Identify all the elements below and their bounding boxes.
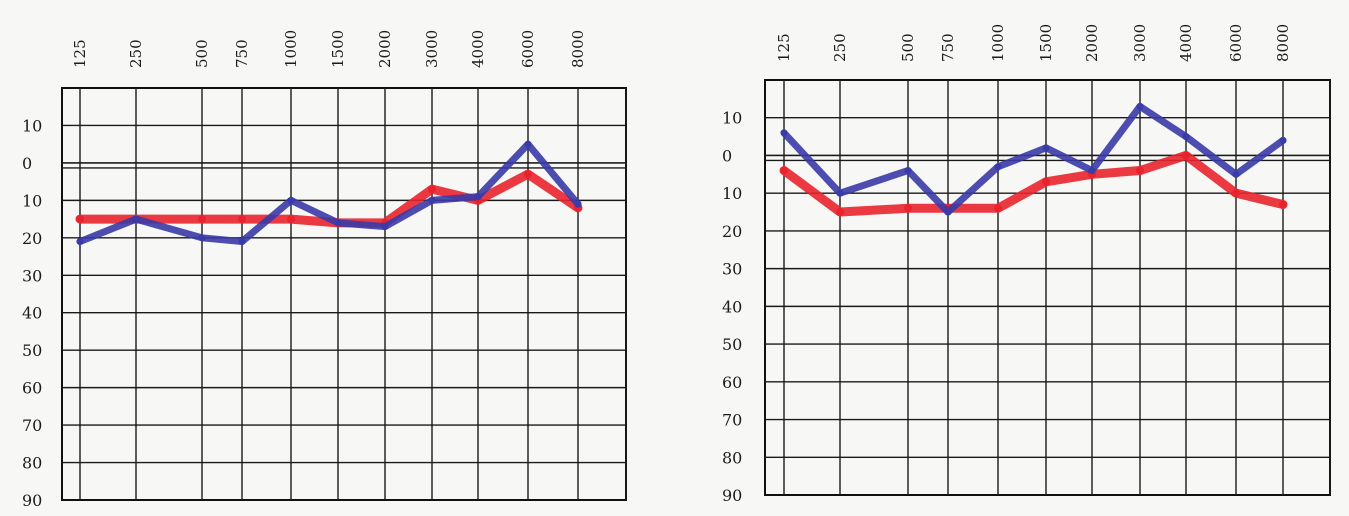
series-0-point — [836, 208, 844, 217]
series-0-point — [428, 185, 436, 194]
series-0-point — [904, 204, 912, 213]
x-tick-label: 4000 — [1177, 24, 1195, 62]
x-tick-label: 1500 — [329, 30, 347, 68]
series-1-point — [76, 238, 84, 246]
series-1-point — [904, 167, 912, 175]
series-1-point — [836, 189, 844, 197]
x-tick-label: 750 — [233, 39, 251, 68]
y-tick-label: 50 — [722, 335, 742, 354]
x-tick-label: 8000 — [569, 30, 587, 68]
x-tick-label: 3000 — [1131, 24, 1149, 62]
y-tick-label: 70 — [722, 411, 742, 430]
series-1-point — [474, 193, 482, 201]
series-0-point — [287, 215, 295, 224]
series-0-point — [1042, 177, 1050, 186]
series-0-point — [76, 215, 84, 224]
series-0-point — [1182, 151, 1190, 160]
series-1-point — [944, 208, 952, 216]
y-tick-label: 40 — [22, 304, 42, 323]
series-0-point — [1232, 189, 1240, 198]
y-tick-label: 0 — [722, 146, 732, 165]
series-1-point — [1279, 136, 1287, 144]
series-0-point — [994, 204, 1002, 213]
y-tick-label: 50 — [22, 341, 42, 360]
series-1-point — [1088, 167, 1096, 175]
series-1-point — [381, 223, 389, 231]
y-tick-label: 20 — [722, 222, 742, 241]
series-1-point — [524, 140, 532, 148]
x-tick-label: 250 — [127, 39, 145, 68]
y-tick-label: 30 — [722, 260, 742, 279]
series-1-point — [334, 219, 342, 227]
x-tick-label: 2000 — [376, 30, 394, 68]
y-tick-label: 60 — [722, 373, 742, 392]
series-1-point — [287, 196, 295, 204]
x-tick-label: 500 — [193, 39, 211, 68]
series-line-1 — [780, 102, 1287, 216]
x-tick-label: 8000 — [1274, 24, 1292, 62]
x-tick-label: 125 — [775, 33, 793, 62]
audiogram-right: 125 250 500 750 1000 1500 2000 3000 4000 6000 8000… — [722, 24, 1331, 505]
series-0-point — [1136, 166, 1144, 175]
series-1-point — [574, 200, 582, 208]
series-line-1 — [76, 140, 582, 246]
y-tick-label: 10 — [722, 109, 742, 128]
series-1-point — [198, 234, 206, 242]
series-1-point — [1232, 170, 1240, 178]
x-tick-label: 250 — [831, 33, 849, 62]
y-tick-label: 30 — [22, 266, 42, 285]
y-tick-label: 40 — [722, 297, 742, 316]
y-tick-label: 90 — [722, 486, 742, 505]
series-1-point — [1042, 144, 1050, 152]
series-1-point — [238, 238, 246, 246]
x-tick-label: 3000 — [423, 30, 441, 68]
x-tick-label: 2000 — [1083, 24, 1101, 62]
y-tick-label: 60 — [22, 379, 42, 398]
series-0-point — [1279, 200, 1287, 209]
series-0-point — [238, 215, 246, 224]
x-tick-label: 500 — [899, 33, 917, 62]
series-1-point — [1136, 102, 1144, 110]
x-tick-label: 1000 — [282, 30, 300, 68]
series-1-point — [994, 163, 1002, 171]
y-tick-label: 20 — [22, 229, 42, 248]
audiogram-left: 125 250 500 750 1000 1500 2000 3000 4000 6000 8000… — [22, 30, 627, 510]
x-tick-label: 6000 — [1227, 24, 1245, 62]
y-tick-label: 90 — [22, 491, 42, 510]
series-1-point — [780, 129, 788, 137]
x-tick-label: 4000 — [469, 30, 487, 68]
series-0-point — [524, 170, 532, 179]
x-tick-label: 125 — [71, 39, 89, 68]
series-1-point — [132, 215, 140, 223]
x-tick-label: 750 — [939, 33, 957, 62]
series-0-point — [198, 215, 206, 224]
x-tick-label: 6000 — [519, 30, 537, 68]
y-tick-label: 70 — [22, 416, 42, 435]
y-tick-label: 10 — [22, 116, 42, 135]
y-tick-label: 0 — [22, 154, 32, 173]
x-tick-label: 1000 — [989, 24, 1007, 62]
y-tick-label: 10 — [22, 191, 42, 210]
y-tick-label: 80 — [22, 454, 42, 473]
y-tick-label: 10 — [722, 184, 742, 203]
series-1-point — [1182, 133, 1190, 141]
series-0-point — [780, 166, 788, 175]
plot-frame — [61, 87, 627, 501]
series-1-point — [428, 196, 436, 204]
x-tick-label: 1500 — [1037, 24, 1055, 62]
y-tick-label: 80 — [722, 448, 742, 467]
plot-frame — [764, 79, 1331, 496]
